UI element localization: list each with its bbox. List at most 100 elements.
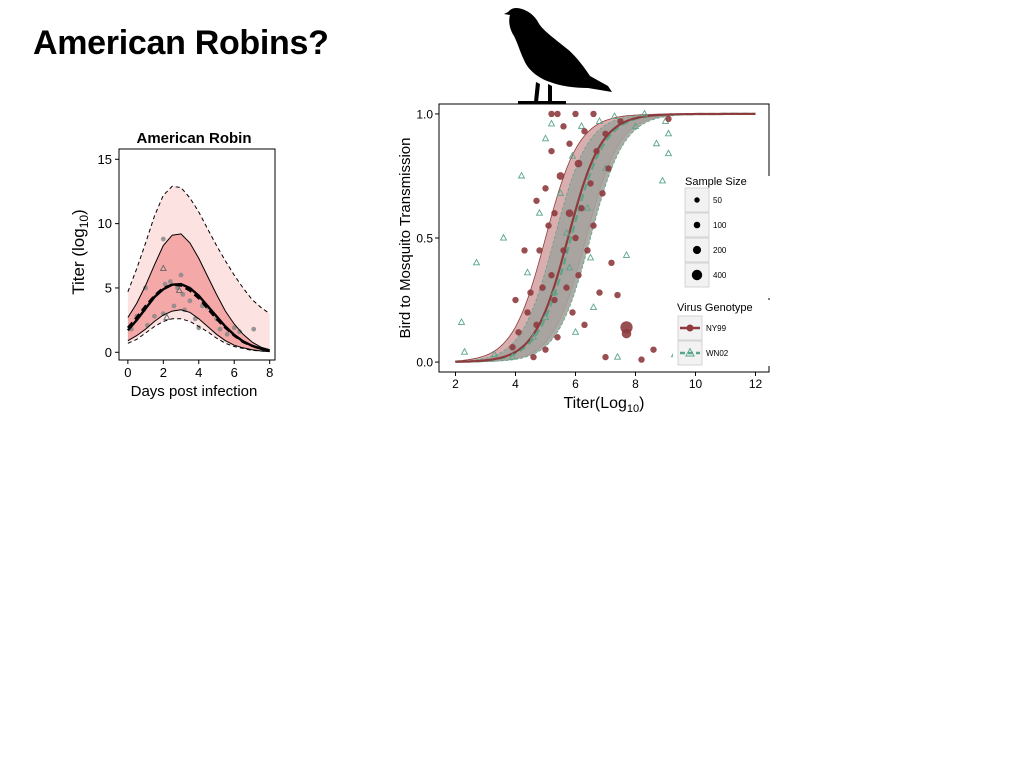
titer-data-point: [168, 279, 173, 284]
ny99-data-point: [584, 247, 591, 254]
robin-silhouette-icon: [504, 8, 612, 104]
genotype-legend: Virus Genotype NY99 WN02: [673, 300, 771, 366]
size-legend-label: 400: [713, 271, 727, 280]
wn02-data-point: [457, 318, 466, 325]
ny99-data-point: [530, 353, 537, 361]
titer-data-point: [178, 272, 184, 278]
y-tick-label: 0.0: [416, 356, 433, 370]
size-legend-label: 50: [713, 196, 722, 205]
legend-label-wn02: WN02: [706, 349, 729, 358]
ny99-data-point: [578, 205, 585, 212]
ny99-curve: [455, 112, 756, 363]
ny99-data-point: [590, 110, 597, 118]
ny99-data-point: [565, 209, 574, 218]
wn02-data-point: [568, 151, 577, 159]
ny99-data-point: [542, 346, 549, 353]
titer-data-point: [224, 331, 230, 337]
x-tick-label: 4: [195, 365, 202, 380]
inner-upper-line: [127, 233, 270, 351]
ny99-data-point: [596, 289, 603, 296]
ny99-data-point: [512, 296, 519, 304]
size-legend-dot: [694, 197, 700, 203]
wn02-data-point: [658, 176, 667, 184]
ny99-data-point: [509, 343, 516, 351]
titer-data-point: [187, 298, 193, 304]
ny99-data-point: [569, 309, 576, 316]
x-tick-label: 6: [231, 365, 238, 380]
wn02-data-point: [550, 288, 559, 296]
size-legend-dot: [691, 269, 703, 281]
ny99-data-point: [548, 110, 555, 118]
titer-y-ticks: 0 5 10 15: [98, 152, 119, 360]
titer-data-point: [251, 326, 257, 332]
size-legend-key: [684, 212, 710, 238]
size-legend-dot: [692, 245, 702, 255]
transmission-lines: [455, 112, 756, 363]
wn02-data-point: [547, 119, 556, 127]
ny99-data-point: [521, 247, 528, 254]
titer-data-point: [171, 303, 177, 309]
wn02-data-point: [529, 332, 538, 340]
ny99-data-point: [574, 159, 583, 168]
ny99-data-point: [563, 284, 570, 291]
x-tick-label: 2: [452, 377, 459, 391]
wn02-data-point: [535, 208, 544, 216]
ny99-data-point: [599, 190, 606, 197]
wn02-data-point: [613, 352, 622, 360]
titer-data-triangle: [159, 264, 167, 272]
ny99-data-point: [605, 165, 612, 172]
y-tick-label: 0: [105, 345, 112, 360]
y-tick-label: 15: [98, 152, 112, 167]
ny99-data-point: [527, 289, 534, 296]
outer-lower-line: [127, 318, 270, 353]
legend-point-ny99: [686, 324, 694, 332]
sample-size-legend: Sample Size 50 100 200 400: [671, 176, 771, 298]
ny99-data-point: [572, 234, 579, 242]
ny99-data-point: [551, 209, 558, 217]
x-tick-label: 2: [160, 365, 167, 380]
wn02-data-point: [556, 188, 565, 196]
wn02-data-point: [565, 263, 574, 271]
wn02-data-point: [508, 352, 517, 360]
ny99-data-point: [515, 329, 522, 336]
x-tick-label: 10: [689, 377, 703, 391]
ny99-data-point: [548, 147, 555, 155]
titer-chart-title: American Robin: [136, 130, 251, 147]
ny99-data-point: [566, 140, 573, 147]
ny99-data-point: [539, 284, 546, 291]
ny99-data-point: [602, 130, 609, 137]
titer-data-point: [162, 281, 168, 287]
titer-data-point: [160, 236, 166, 242]
titer-data-point: [152, 313, 157, 319]
wn02-data-point: [664, 149, 673, 157]
wn02-data-point: [622, 251, 631, 258]
y-tick-label: 10: [98, 216, 112, 231]
ny99-data-point: [621, 328, 632, 339]
size-legend-dot: [693, 221, 701, 229]
genotype-legend-title: Virus Genotype: [677, 302, 753, 314]
x-tick-label: 0: [124, 365, 131, 380]
wn02-data-point: [583, 203, 592, 211]
ny99-data-point: [548, 272, 555, 279]
wn02-data-point: [490, 350, 499, 358]
transmission-y-ticks: 0.0 0.5 1.0: [416, 107, 439, 370]
wn02-data-point: [631, 121, 640, 129]
titer-x-axis-label: Days post infection: [131, 383, 258, 400]
transmission-x-axis-label: Titer(Log10): [563, 395, 644, 415]
wn02-data-point: [595, 117, 604, 124]
x-tick-label: 8: [266, 365, 273, 380]
y-tick-label: 1.0: [416, 107, 433, 121]
titer-plot-frame: [118, 148, 276, 361]
x-tick-label: 12: [749, 377, 763, 391]
wn02-data-point: [541, 313, 550, 320]
wn02-data-point: [541, 134, 550, 142]
ny99-data-point: [533, 197, 540, 204]
ny99-data-point: [524, 309, 531, 316]
wn02-data-point: [589, 303, 598, 310]
transmission-points: [457, 109, 679, 363]
ny99-data-point: [593, 147, 600, 155]
sample-size-legend-title: Sample Size: [685, 176, 747, 188]
wn02-data-point: [664, 129, 673, 137]
ny99-data-point: [638, 356, 645, 363]
ny99-data-point: [572, 110, 579, 118]
